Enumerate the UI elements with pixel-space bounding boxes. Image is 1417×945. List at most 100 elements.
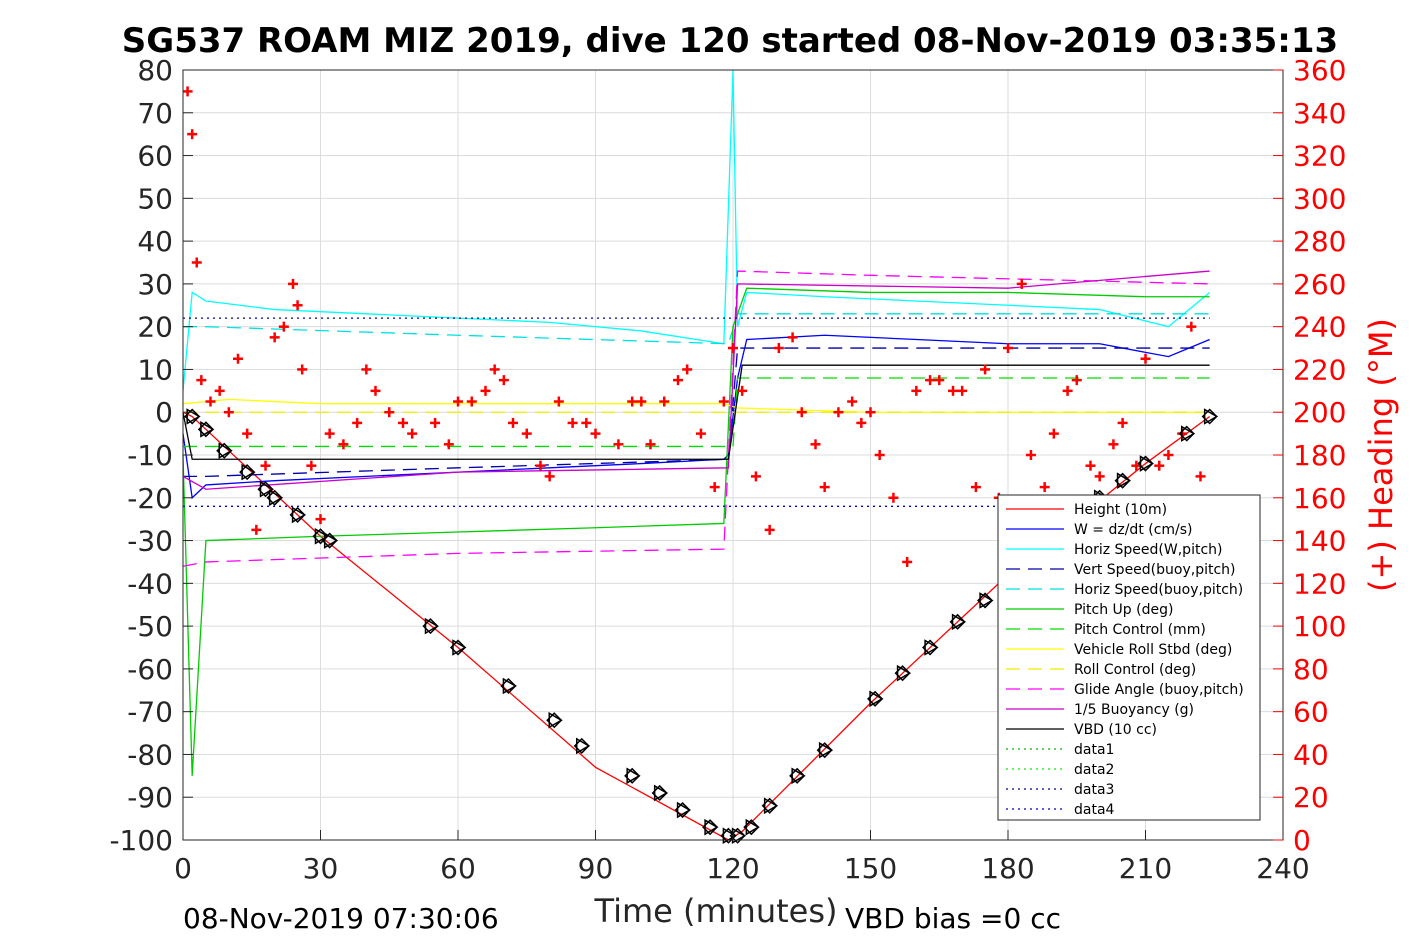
heading-point <box>980 364 991 375</box>
heading-point <box>1154 460 1165 471</box>
heading-point <box>764 524 775 535</box>
legend-label: Horiz Speed(buoy,pitch) <box>1074 582 1243 598</box>
heading-point <box>911 385 922 396</box>
heading-point <box>970 482 981 493</box>
legend-label: Vehicle Roll Stbd (deg) <box>1074 642 1232 658</box>
heading-point <box>1003 343 1013 354</box>
heading-point <box>182 86 193 97</box>
heading-point <box>466 396 477 407</box>
depth-marker <box>816 741 834 759</box>
legend-item: Horiz Speed(W,pitch) <box>1006 542 1222 558</box>
depth-marker <box>216 442 233 460</box>
depth-marker <box>1178 425 1196 442</box>
heading-point <box>750 471 761 482</box>
heading-point <box>324 428 335 439</box>
heading-point <box>1039 482 1050 493</box>
heading-point <box>223 407 234 418</box>
heading-point <box>196 375 207 386</box>
heading-point <box>1108 439 1119 450</box>
heading-point <box>636 396 647 407</box>
series-line-3 <box>183 347 1210 478</box>
y-tick-label: -50 <box>127 610 173 643</box>
depth-marker <box>761 797 779 815</box>
heading-point <box>480 385 491 396</box>
y-right-tick-label: 160 <box>1293 482 1346 515</box>
depth-marker <box>449 639 467 656</box>
heading-point <box>453 396 463 407</box>
heading-point <box>233 353 243 364</box>
heading-point <box>315 514 326 525</box>
y-tick-label: -40 <box>127 567 173 600</box>
y-right-tick-label: 280 <box>1293 225 1346 258</box>
heading-point <box>1094 471 1105 482</box>
legend-item: Vehicle Roll Stbd (deg) <box>1006 642 1232 658</box>
depth-marker <box>266 489 284 507</box>
depth-marker <box>624 767 641 785</box>
heading-point <box>709 482 720 493</box>
x-tick-label: 150 <box>844 852 897 885</box>
ticks: 0 30 60 90 120 150 180 210 24080706050403020100-… <box>109 54 1346 885</box>
y-right-tick-label: 60 <box>1293 696 1329 729</box>
heading-point <box>819 482 830 493</box>
heading-point <box>613 439 624 450</box>
depth-marker <box>500 677 517 695</box>
y-right-tick-label: 40 <box>1293 738 1329 771</box>
depth-marker <box>573 737 591 755</box>
depth-marker <box>949 613 967 631</box>
heading-point <box>856 417 867 428</box>
depth-marker <box>922 639 939 656</box>
y-right-tick-label: 180 <box>1293 439 1346 472</box>
legend-label: W = dz/dt (cm/s) <box>1074 522 1193 538</box>
y-right-tick-label: 360 <box>1293 54 1346 87</box>
heading-point <box>260 460 271 471</box>
heading-point <box>370 385 381 396</box>
depth-marker <box>977 592 994 609</box>
y-tick-label: -60 <box>127 653 173 686</box>
heading-point <box>191 257 202 268</box>
heading-point <box>1140 353 1151 364</box>
heading-point <box>957 385 968 396</box>
depth-marker <box>674 801 692 819</box>
y-tick-label: 80 <box>137 54 173 87</box>
x-tick-label: 60 <box>440 852 476 885</box>
heading-point <box>1195 471 1206 482</box>
heading-point <box>508 417 518 428</box>
y-tick-label: 50 <box>137 182 173 215</box>
y-tick-label: -20 <box>127 482 173 515</box>
legend: Height (10m) W = dz/dt (cm/s) Horiz Speed(… <box>997 494 1261 821</box>
y-right-tick-label: 20 <box>1293 781 1329 814</box>
heading-point <box>384 407 395 418</box>
heading-point <box>352 417 363 428</box>
legend-label: Pitch Control (mm) <box>1074 622 1206 638</box>
right-axis-label: (+) Heading (°M) <box>1362 318 1400 592</box>
depth-marker <box>743 818 760 836</box>
legend-label: Roll Control (deg) <box>1074 662 1196 678</box>
heading-point <box>361 364 372 375</box>
depth-marker <box>321 532 339 549</box>
x-tick-label: 0 <box>174 852 192 885</box>
legend-item: Vert Speed(buoy,pitch) <box>1006 562 1236 578</box>
heading-point <box>544 471 555 482</box>
legend-label: Glide Angle (buoy,pitch) <box>1074 682 1244 698</box>
legend-item: data2 <box>1006 762 1114 778</box>
y-tick-label: 40 <box>137 225 173 258</box>
heading-point <box>567 417 578 428</box>
heading-point <box>1117 417 1128 428</box>
heading-point <box>796 407 807 418</box>
depth-marker <box>894 664 912 682</box>
heading-point <box>865 407 876 418</box>
legend-item: data1 <box>1006 742 1114 758</box>
x-tick-label: 240 <box>1256 852 1309 885</box>
y-tick-label: -70 <box>127 696 173 729</box>
heading-point <box>521 428 532 439</box>
heading-point <box>581 417 592 428</box>
heading-markers <box>182 86 1206 567</box>
legend-label: data2 <box>1074 762 1114 778</box>
heading-point <box>430 417 441 428</box>
heading-point <box>1071 375 1082 386</box>
y-tick-label: 70 <box>137 97 173 130</box>
depth-marker <box>184 408 201 425</box>
legend-item: VBD (10 cc) <box>1006 722 1157 738</box>
series-line-5 <box>182 287 1210 776</box>
y-right-tick-label: 100 <box>1293 610 1346 643</box>
